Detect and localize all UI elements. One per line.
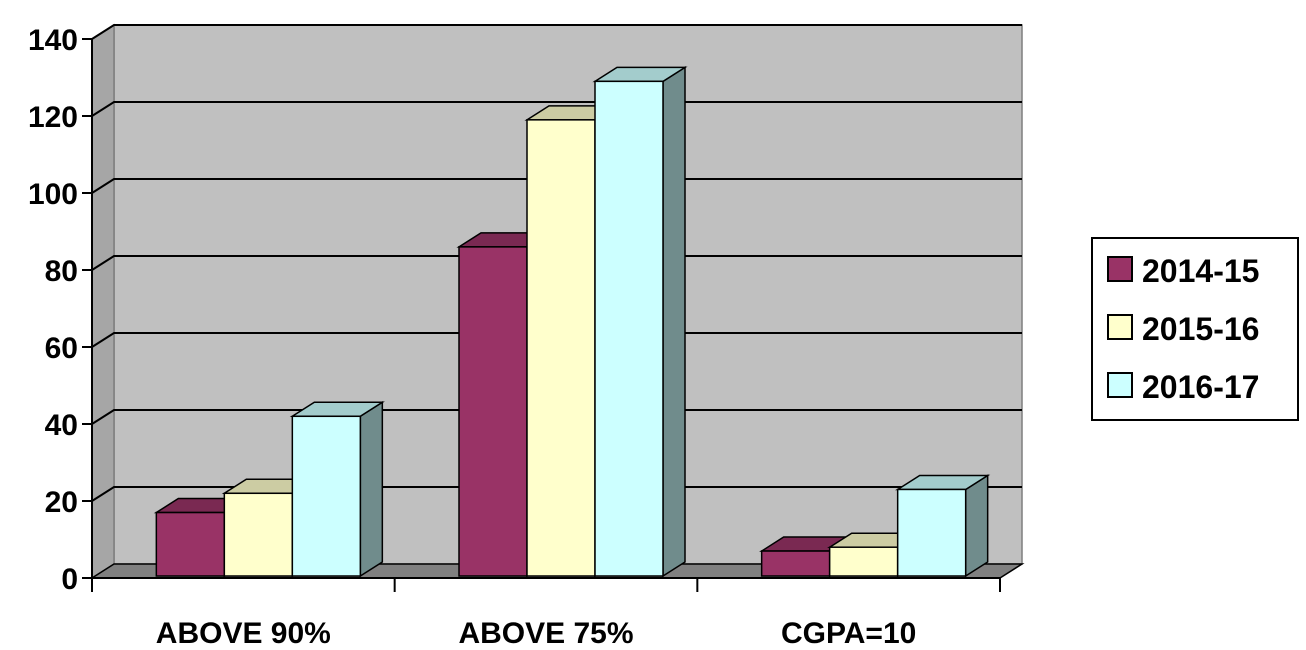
gridline — [91, 409, 1022, 425]
y-tick-label: 120 — [28, 101, 78, 134]
bars — [153, 65, 991, 578]
bar — [895, 474, 991, 578]
x-axis-labels: ABOVE 90% ABOVE 75% CGPA=10 — [156, 617, 917, 650]
bar-front — [458, 246, 528, 577]
legend-label: 2014-15 — [1142, 253, 1259, 289]
bar-front — [291, 415, 362, 577]
legend-label: 2015-16 — [1142, 311, 1259, 347]
y-tick-label: 40 — [45, 409, 78, 442]
legend-swatch — [1107, 314, 1133, 340]
gridline — [91, 255, 1022, 271]
y-tick-label: 20 — [45, 486, 78, 519]
bar-side — [359, 400, 384, 578]
y-tick-label: 100 — [28, 178, 78, 211]
bar-front — [760, 550, 831, 577]
bar-front — [526, 119, 596, 577]
legend-swatch — [1107, 256, 1133, 282]
bar-front — [828, 546, 899, 577]
bar-front — [155, 511, 226, 577]
bar-side — [662, 65, 686, 578]
gridline — [91, 332, 1022, 348]
legend: 2014-15 2015-16 2016-17 — [1091, 237, 1299, 421]
bar-side — [964, 474, 989, 578]
x-category-label: ABOVE 90% — [156, 617, 331, 650]
y-tick-label: 0 — [61, 563, 78, 596]
gridline — [91, 101, 1022, 117]
y-tick-label: 140 — [28, 24, 78, 57]
x-category-label: CGPA=10 — [781, 617, 916, 650]
axes — [91, 39, 1001, 592]
gridline — [91, 486, 1022, 502]
legend-item: 2014-15 — [1107, 253, 1259, 289]
legend-item: 2015-16 — [1107, 311, 1259, 347]
gridlines — [91, 24, 1022, 502]
bar — [592, 65, 688, 578]
gridline — [91, 178, 1022, 194]
legend-label: 2016-17 — [1142, 369, 1259, 405]
y-axis-ticks: 0 20 40 60 80 100 120 140 — [28, 24, 92, 596]
y-tick-label: 60 — [45, 332, 78, 365]
legend-swatch — [1107, 372, 1133, 398]
bar-front — [594, 80, 664, 577]
gridline — [91, 24, 1022, 40]
bar-front — [223, 492, 294, 577]
legend-item: 2016-17 — [1107, 369, 1259, 405]
bar-front — [896, 488, 967, 577]
bar — [289, 400, 385, 578]
x-category-label: ABOVE 75% — [458, 617, 633, 650]
y-tick-label: 80 — [45, 255, 78, 288]
